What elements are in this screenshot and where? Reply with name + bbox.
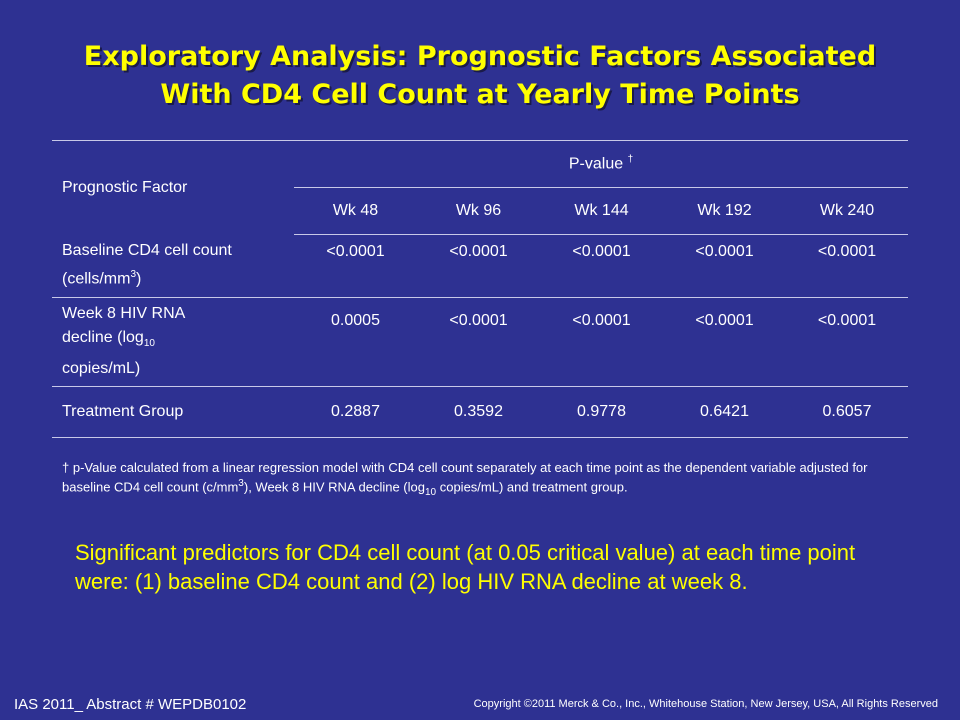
- week-header: Wk 96: [417, 187, 540, 235]
- p-value-cell: <0.0001: [294, 234, 417, 298]
- p-value-cell: <0.0001: [540, 234, 663, 298]
- dagger-mark: †: [627, 154, 634, 166]
- table-row: Week 8 HIV RNA decline (log10 copies/mL)…: [52, 297, 908, 387]
- p-value-cell: <0.0001: [786, 297, 908, 387]
- p-value-cell: 0.9778: [540, 386, 663, 438]
- week-header: Wk 48: [294, 187, 417, 235]
- p-value-cell: <0.0001: [540, 297, 663, 387]
- p-value-cell: <0.0001: [417, 297, 540, 387]
- factor-week8-hiv-rna: Week 8 HIV RNA decline (log10 copies/mL): [52, 297, 294, 387]
- p-value-header: P-value †: [294, 140, 908, 188]
- slide-title: Exploratory Analysis: Prognostic Factors…: [0, 38, 960, 114]
- p-value-cell: <0.0001: [663, 234, 786, 298]
- week-header: Wk 144: [540, 187, 663, 235]
- table-footnote: † p-Value calculated from a linear regre…: [62, 460, 868, 498]
- abstract-reference: IAS 2011_ Abstract # WEPDB0102: [14, 696, 247, 713]
- p-value-cell: <0.0001: [417, 234, 540, 298]
- prognostic-factor-header: Prognostic Factor: [52, 140, 294, 235]
- week-header: Wk 240: [786, 187, 908, 235]
- p-value-cell: 0.2887: [294, 386, 417, 438]
- p-value-cell: 0.6421: [663, 386, 786, 438]
- p-value-cell: <0.0001: [663, 297, 786, 387]
- title-line-2: With CD4 Cell Count at Yearly Time Point…: [160, 79, 800, 110]
- table-row: Treatment Group 0.2887 0.3592 0.9778 0.6…: [52, 386, 908, 438]
- week-header: Wk 192: [663, 187, 786, 235]
- p-value-cell: 0.6057: [786, 386, 908, 438]
- table-row: Baseline CD4 cell count (cells/mm3) <0.0…: [52, 234, 908, 298]
- prognostic-factor-table: Prognostic Factor P-value † Wk 48 Wk 96 …: [52, 140, 908, 438]
- factor-treatment-group: Treatment Group: [52, 386, 294, 438]
- copyright-notice: Copyright ©2011 Merck & Co., Inc., White…: [473, 698, 938, 710]
- p-value-cell: 0.0005: [294, 297, 417, 387]
- summary-text: Significant predictors for CD4 cell coun…: [75, 540, 856, 594]
- factor-baseline-cd4: Baseline CD4 cell count (cells/mm3): [52, 234, 294, 298]
- title-line-1: Exploratory Analysis: Prognostic Factors…: [83, 41, 877, 72]
- p-value-cell: <0.0001: [786, 234, 908, 298]
- p-value-cell: 0.3592: [417, 386, 540, 438]
